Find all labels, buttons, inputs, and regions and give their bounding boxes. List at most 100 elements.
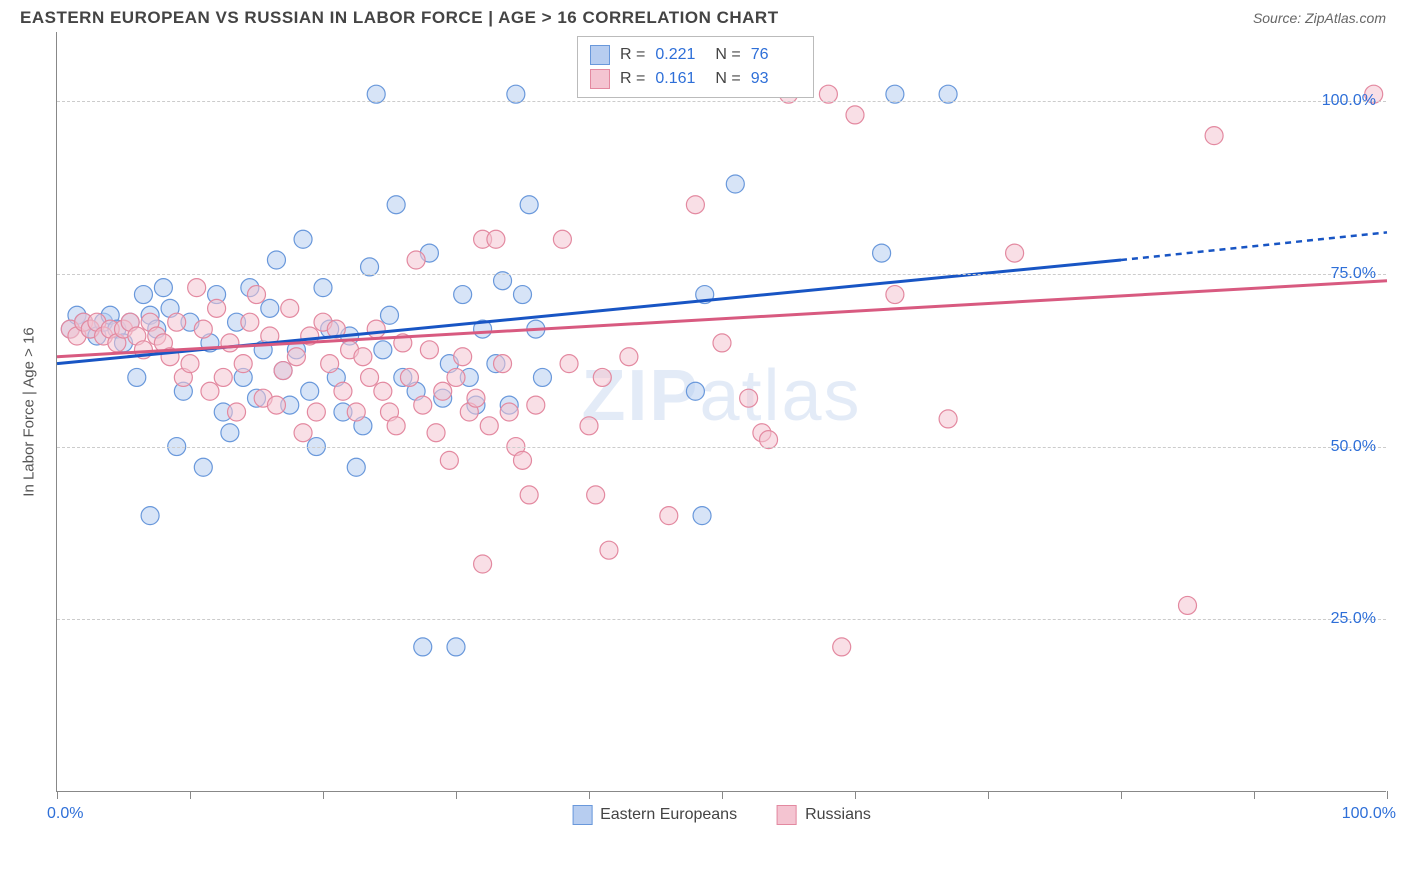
data-point — [374, 341, 392, 359]
stat-n-label: N = — [715, 43, 740, 67]
data-point — [620, 348, 638, 366]
plot-svg — [57, 32, 1386, 791]
data-point — [400, 368, 418, 386]
x-tick — [57, 791, 58, 799]
data-point — [587, 486, 605, 504]
stat-n-value: 76 — [751, 43, 801, 67]
data-point — [221, 424, 239, 442]
data-point — [367, 320, 385, 338]
stat-n-label: N = — [715, 67, 740, 91]
data-point — [660, 507, 678, 525]
data-point — [1179, 596, 1197, 614]
gridline — [57, 447, 1386, 448]
data-point — [134, 286, 152, 304]
y-axis-label: In Labor Force | Age > 16 — [21, 327, 38, 496]
stats-box: R =0.221N =76R =0.161N =93 — [577, 36, 814, 98]
chart-source: Source: ZipAtlas.com — [1253, 10, 1386, 26]
legend-swatch — [777, 805, 797, 825]
data-point — [440, 451, 458, 469]
data-point — [1006, 244, 1024, 262]
data-point — [194, 320, 212, 338]
stat-r-label: R = — [620, 67, 645, 91]
stat-n-value: 93 — [751, 67, 801, 91]
data-point — [234, 355, 252, 373]
legend-label: Russians — [805, 806, 871, 824]
data-point — [281, 299, 299, 317]
legend-swatch — [590, 45, 610, 65]
data-point — [387, 196, 405, 214]
data-point — [454, 348, 472, 366]
data-point — [580, 417, 598, 435]
x-tick — [323, 791, 324, 799]
data-point — [154, 279, 172, 297]
x-tick — [589, 791, 590, 799]
legend-item: Eastern Europeans — [572, 805, 737, 825]
plot-area: In Labor Force | Age > 16 ZIPatlas R =0.… — [56, 32, 1386, 792]
data-point — [194, 458, 212, 476]
chart-container: In Labor Force | Age > 16 ZIPatlas R =0.… — [20, 32, 1386, 792]
x-tick — [1254, 791, 1255, 799]
data-point — [514, 286, 532, 304]
stat-r-value: 0.221 — [655, 43, 705, 67]
data-point — [873, 244, 891, 262]
x-axis-min-label: 0.0% — [47, 805, 83, 823]
data-point — [527, 396, 545, 414]
data-point — [274, 362, 292, 380]
data-point — [228, 403, 246, 421]
data-point — [267, 251, 285, 269]
x-tick — [456, 791, 457, 799]
legend-label: Eastern Europeans — [600, 806, 737, 824]
data-point — [221, 334, 239, 352]
x-tick — [722, 791, 723, 799]
data-point — [420, 341, 438, 359]
data-point — [487, 230, 505, 248]
legend-swatch — [572, 805, 592, 825]
data-point — [414, 396, 432, 414]
data-point — [474, 555, 492, 573]
legend-item: Russians — [777, 805, 871, 825]
x-tick — [988, 791, 989, 799]
data-point — [447, 638, 465, 656]
data-point — [321, 355, 339, 373]
data-point — [248, 286, 266, 304]
x-axis-max-label: 100.0% — [1342, 805, 1396, 823]
data-point — [334, 382, 352, 400]
data-point — [560, 355, 578, 373]
data-point — [520, 486, 538, 504]
stats-row: R =0.161N =93 — [590, 67, 801, 91]
stats-row: R =0.221N =76 — [590, 43, 801, 67]
data-point — [494, 355, 512, 373]
legend-swatch — [590, 69, 610, 89]
x-tick — [1121, 791, 1122, 799]
data-point — [434, 382, 452, 400]
data-point — [713, 334, 731, 352]
data-point — [939, 410, 957, 428]
bottom-legend: Eastern Europeans Russians — [572, 805, 871, 825]
data-point — [347, 458, 365, 476]
data-point — [294, 424, 312, 442]
data-point — [427, 424, 445, 442]
data-point — [593, 368, 611, 386]
chart-header: EASTERN EUROPEAN VS RUSSIAN IN LABOR FOR… — [0, 0, 1406, 32]
data-point — [387, 417, 405, 435]
data-point — [294, 230, 312, 248]
data-point — [201, 382, 219, 400]
trend-line-extrapolated — [1121, 232, 1387, 260]
data-point — [740, 389, 758, 407]
data-point — [1205, 127, 1223, 145]
data-point — [141, 507, 159, 525]
y-tick-label: 50.0% — [1331, 438, 1376, 456]
data-point — [500, 403, 518, 421]
data-point — [447, 368, 465, 386]
data-point — [181, 355, 199, 373]
data-point — [600, 541, 618, 559]
data-point — [514, 451, 532, 469]
gridline — [57, 274, 1386, 275]
data-point — [241, 313, 259, 331]
data-point — [693, 507, 711, 525]
data-point — [261, 299, 279, 317]
gridline — [57, 101, 1386, 102]
y-tick-label: 100.0% — [1322, 92, 1376, 110]
data-point — [214, 368, 232, 386]
y-tick-label: 75.0% — [1331, 265, 1376, 283]
